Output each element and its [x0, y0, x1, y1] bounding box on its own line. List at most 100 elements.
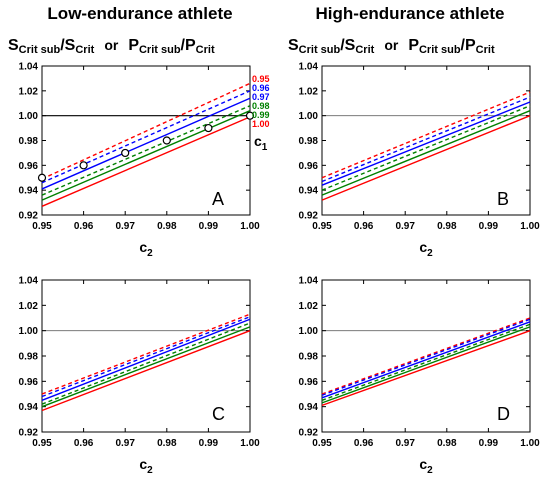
x-tick-label: 1.00: [520, 221, 540, 232]
series-line-0.99: [321, 110, 531, 196]
panel-letter: A: [212, 189, 224, 209]
y-tick-label: 1.00: [19, 326, 39, 337]
ylabel-right: SCrit sub/SCrit or PCrit sub/PCrit: [288, 37, 495, 56]
series-line-0.98: [321, 105, 531, 191]
x-axis-label: c2: [139, 456, 153, 476]
x-tick-label: 0.98: [437, 221, 457, 232]
legend-title-sub: 1: [262, 142, 268, 153]
y-tick-label: 0.98: [19, 352, 39, 363]
y-tick-label: 1.04: [299, 276, 319, 287]
x-tick-label: 0.99: [479, 221, 499, 232]
panel-b: 0.92 0.94 0.96 0.98 1.00 1.02 1.04 0.95 0.96 0.97…: [299, 62, 541, 260]
title-left: Low-endurance athlete: [47, 4, 232, 23]
series-line-0.95: [41, 82, 251, 180]
series-line-0.99: [41, 110, 251, 201]
x-tick-label: 0.95: [312, 438, 332, 449]
ylabel-right-s: S: [288, 37, 299, 54]
series-line-1.00: [321, 115, 531, 201]
y-tick-label: 1.02: [299, 86, 319, 97]
y-tick-label: 0.94: [299, 186, 319, 197]
x-tick-label: 0.96: [74, 221, 94, 232]
x-tick-label: 0.97: [395, 221, 415, 232]
y-tick-label: 1.02: [19, 86, 39, 97]
x-tick-label: 0.96: [74, 438, 94, 449]
legend-label: 0.96: [252, 83, 270, 93]
y-tick-label: 0.96: [19, 161, 39, 172]
x-tick-label: 0.99: [199, 221, 219, 232]
series-line-0.95: [321, 317, 531, 395]
series-line-0.97: [41, 318, 251, 401]
series-line-0.98: [41, 105, 251, 196]
series-line-0.99: [321, 326, 531, 404]
ylabel-left-s-sub2: Crit: [75, 44, 94, 56]
legend-label: 1.00: [252, 119, 270, 129]
series-line-1.00: [321, 330, 531, 407]
y-tick-label: 1.02: [19, 301, 39, 312]
legend-title-main: c: [254, 133, 262, 149]
data-marker: [162, 136, 171, 145]
panel-letter: B: [497, 189, 509, 209]
series-line-0.97: [321, 321, 531, 399]
y-tick-label: 0.96: [299, 161, 319, 172]
ylabel-left-s-sep: /S: [60, 37, 75, 54]
x-tick-label: 0.96: [354, 438, 374, 449]
data-marker: [204, 123, 213, 133]
ylabel-left-s: S: [8, 37, 19, 54]
y-tick-label: 0.92: [299, 211, 319, 222]
panel-a: 0.920.940.960.981.001.021.040.95 0.96 0.97…: [19, 62, 270, 260]
series-line-0.98: [321, 323, 531, 401]
legend-label: 0.98: [252, 101, 270, 111]
series-line-0.98: [41, 322, 251, 405]
panel-d: 0.92 0.94 0.96 0.98 1.00 1.02 1.04 0.95 0.96 0.97…: [299, 276, 541, 477]
y-tick-label: 0.96: [19, 377, 39, 388]
x-axis-label: c2: [419, 239, 433, 259]
x-tick-label: 0.98: [157, 438, 177, 449]
ylabel-left-p-sub2: Crit: [196, 44, 215, 56]
x-tick-label: 1.00: [240, 438, 260, 449]
x-tick-label: 0.97: [395, 438, 415, 449]
panels: 0.920.940.960.981.001.021.040.95 0.96 0.97…: [19, 62, 541, 477]
ylabel-left: SCrit sub/SCrit or PCrit sub/PCrit: [8, 37, 215, 56]
y-tick-label: 1.02: [299, 301, 319, 312]
series-line-0.99: [41, 326, 251, 408]
series-line-1.00: [41, 116, 251, 207]
y-tick-label: 0.94: [19, 186, 39, 197]
data-marker: [245, 111, 255, 120]
series-line-0.97: [321, 101, 531, 186]
panel-letter: C: [212, 404, 225, 424]
series-line-0.97: [41, 97, 251, 190]
data-marker: [37, 173, 47, 182]
x-axis-label-main: c: [139, 456, 147, 472]
ylabel-right-p-sub2: Crit: [476, 44, 495, 56]
x-axis-label: c2: [419, 456, 433, 476]
panel-c: 0.92 0.94 0.96 0.98 1.00 1.02 1.04 0.95 0.96 0.97…: [19, 276, 261, 477]
y-tick-label: 0.98: [19, 136, 39, 147]
ylabel-left-p-sep: /P: [181, 37, 196, 54]
x-axis-label-main: c: [419, 239, 427, 255]
x-tick-label: 0.97: [115, 438, 135, 449]
x-axis-label-main: c: [419, 456, 427, 472]
x-tick-label: 1.00: [240, 221, 260, 232]
y-tick-label: 1.04: [19, 276, 39, 287]
series-line-0.96: [321, 96, 531, 183]
x-tick-label: 0.98: [157, 221, 177, 232]
y-tick-label: 0.94: [19, 402, 39, 413]
data-marker: [79, 161, 88, 170]
x-axis-label-sub: 2: [147, 248, 153, 259]
ylabel-left-or: or: [104, 37, 119, 53]
ylabel-right-s-sub2: Crit: [355, 44, 374, 56]
x-tick-label: 0.95: [32, 438, 52, 449]
ylabel-right-s-sub: Crit sub: [299, 44, 341, 56]
y-tick-label: 0.98: [299, 136, 319, 147]
ylabel-right-or: or: [384, 37, 399, 53]
ylabel-left-p: P: [128, 37, 139, 54]
series-line-0.96: [321, 318, 531, 396]
x-axis-label-sub: 2: [427, 248, 433, 259]
x-tick-label: 0.99: [479, 438, 499, 449]
y-tick-label: 0.98: [299, 352, 319, 363]
y-tick-label: 1.04: [299, 62, 319, 73]
legend-label: 0.95: [252, 74, 270, 84]
x-tick-label: 0.99: [199, 438, 219, 449]
y-tick-label: 0.96: [299, 377, 319, 388]
